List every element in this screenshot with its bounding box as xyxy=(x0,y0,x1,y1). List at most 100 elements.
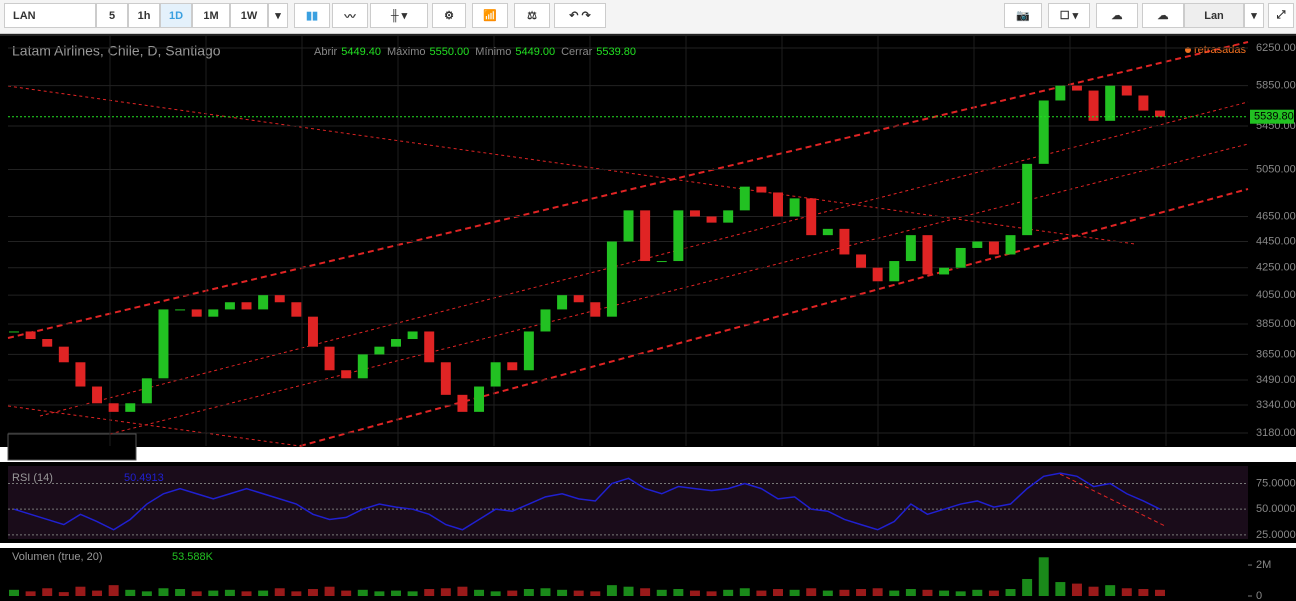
candle xyxy=(806,198,817,236)
candle xyxy=(291,302,302,317)
y-tick-label: 2M xyxy=(1256,559,1271,571)
candle xyxy=(573,295,584,303)
symbol-input[interactable]: LAN xyxy=(4,3,96,28)
interval-button[interactable]: 1W xyxy=(230,3,268,28)
volume-bar xyxy=(341,590,352,596)
layout-name[interactable]: Lan xyxy=(1184,3,1244,28)
undo-redo[interactable]: ↶ ↷ xyxy=(554,3,606,28)
volume-bar xyxy=(58,592,69,596)
y-tick-label: 4450.00 xyxy=(1256,235,1296,247)
volume-bar xyxy=(557,589,568,596)
volume-title: Volumen (true, 20) xyxy=(12,551,103,563)
candle xyxy=(1038,100,1049,164)
volume-bar xyxy=(1121,588,1132,596)
volume-bar xyxy=(922,589,933,596)
y-tick-label: 3490.00 xyxy=(1256,374,1296,386)
volume-bar xyxy=(872,588,883,596)
interval-button[interactable]: 1h xyxy=(128,3,160,28)
dropdown[interactable]: ▾ xyxy=(268,3,288,28)
volume-bar xyxy=(1038,557,1049,596)
volume-bar xyxy=(706,591,717,596)
candle xyxy=(1121,85,1132,96)
candle xyxy=(839,228,850,255)
candle xyxy=(1105,85,1116,121)
separator xyxy=(0,543,1296,548)
compare-icon[interactable]: ⚖ xyxy=(514,3,550,28)
volume-bar xyxy=(175,589,186,596)
volume-bar xyxy=(1105,585,1116,596)
settings-icon[interactable]: ⚙ xyxy=(432,3,466,28)
volume-bar xyxy=(839,589,850,596)
volume-bar xyxy=(573,590,584,596)
y-tick-label: 0 xyxy=(1256,590,1262,601)
draw-icon[interactable]: ╫ ▾ xyxy=(370,3,428,28)
candle xyxy=(922,235,933,275)
volume-bar xyxy=(623,586,634,596)
candle xyxy=(391,339,401,347)
volume-bar xyxy=(822,590,833,596)
y-tick-label: 4250.00 xyxy=(1256,262,1296,274)
candle xyxy=(1088,90,1099,121)
y-tick-label: 25.0000 xyxy=(1256,529,1296,541)
ohlc-label: Abrir xyxy=(314,46,338,58)
volume-bar xyxy=(25,591,36,596)
camera-icon[interactable]: 📷 xyxy=(1004,3,1042,28)
ohlc-value: 5449.00 xyxy=(515,46,555,58)
volume-bar xyxy=(806,588,817,596)
candle xyxy=(905,235,916,262)
volume-bar xyxy=(523,589,534,596)
volume-bar xyxy=(1071,583,1082,596)
candle xyxy=(1138,95,1149,111)
rsi-current: 50.4913 xyxy=(124,472,164,484)
dropdown[interactable]: ▾ xyxy=(1244,3,1264,28)
ohlc-value: 5550.00 xyxy=(430,46,470,58)
candle-icon[interactable]: ▮▮ xyxy=(294,3,330,28)
candle xyxy=(341,370,352,379)
candle xyxy=(988,241,999,255)
volume-bar xyxy=(208,590,219,596)
cloud-load[interactable]: ☁ xyxy=(1096,3,1138,28)
delayed-dot xyxy=(1185,47,1191,53)
studies-icon[interactable]: 📶 xyxy=(472,3,508,28)
candle xyxy=(1155,110,1165,117)
volume-bar xyxy=(474,589,485,596)
volume-bar xyxy=(689,590,700,596)
interval-button[interactable]: 1D xyxy=(160,3,192,28)
y-tick-label: 5050.00 xyxy=(1256,163,1296,175)
candle xyxy=(108,403,119,412)
interval-button[interactable]: 5 xyxy=(96,3,128,28)
ohlc-value: 5539.80 xyxy=(596,46,636,58)
ohlc-label: Máximo xyxy=(387,46,426,58)
axis-area xyxy=(1248,34,1296,601)
volume-bar xyxy=(424,589,435,596)
volume-bar xyxy=(324,586,335,596)
volume-bar xyxy=(756,590,767,596)
y-tick-label: 3180.00 xyxy=(1256,427,1296,439)
candle xyxy=(1022,163,1033,236)
indicator-icon[interactable]: 〰 xyxy=(332,3,368,28)
candle xyxy=(623,210,634,242)
candle xyxy=(557,295,568,310)
color-picker[interactable]: ☐ ▾ xyxy=(1048,3,1090,28)
last-price-tag xyxy=(1250,109,1294,124)
volume-bar xyxy=(374,591,385,596)
candle xyxy=(1071,85,1082,91)
volume-bar xyxy=(357,589,368,596)
candle xyxy=(789,198,800,217)
rsi-panel xyxy=(8,466,1248,539)
candle xyxy=(507,362,518,371)
candle xyxy=(241,302,252,310)
volume-bar xyxy=(457,586,468,596)
candle xyxy=(125,403,136,412)
volume-bar xyxy=(9,589,19,596)
volume-bar xyxy=(158,588,169,596)
candle xyxy=(739,186,750,211)
candle xyxy=(224,302,235,310)
cloud-save[interactable]: ☁ xyxy=(1142,3,1184,28)
fullscreen[interactable]: ⤢ xyxy=(1268,3,1294,28)
y-tick-label: 4050.00 xyxy=(1256,289,1296,301)
volume-bar xyxy=(440,588,451,596)
volume-bar xyxy=(590,591,601,596)
interval-button[interactable]: 1M xyxy=(192,3,230,28)
